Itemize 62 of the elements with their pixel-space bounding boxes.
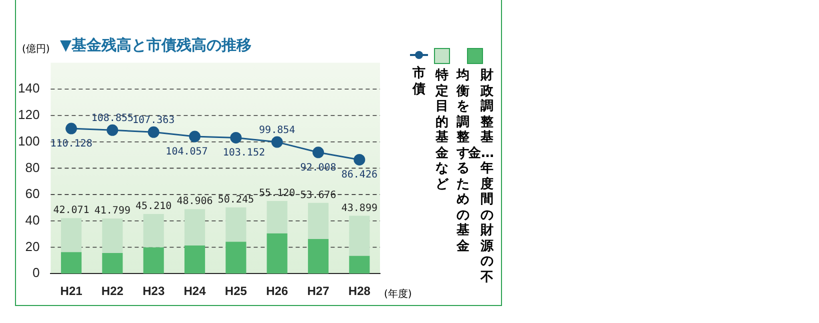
- point: [189, 130, 201, 142]
- point: [106, 124, 118, 136]
- bar: [60, 218, 82, 252]
- x-tick-label: H28: [348, 284, 371, 298]
- text: 財政調整基金…年度間の財源の不均衡を調整するための基金: [456, 68, 494, 284]
- chart-title: ▼基金残高と市債残高の推移: [60, 36, 252, 55]
- total-label: 42.071: [53, 205, 90, 216]
- data-label: 107.363: [132, 115, 175, 126]
- bar: [184, 209, 206, 246]
- total-label: 53.676: [300, 190, 336, 201]
- total-label: 48.906: [176, 196, 213, 208]
- bar: [60, 252, 82, 274]
- point: [312, 146, 324, 158]
- x-axis-title: (年度): [384, 288, 412, 301]
- y-tick-label: 120: [18, 107, 40, 122]
- y-tick-label: 20: [25, 238, 40, 254]
- x-tick-label: H27: [307, 284, 330, 298]
- data-label: 92.008: [300, 162, 336, 174]
- x-tick-label: H22: [101, 284, 124, 298]
- y-tick-label: 140: [18, 80, 40, 96]
- bar: [308, 238, 329, 274]
- point: [271, 136, 283, 148]
- x-tick-label: H23: [142, 284, 165, 298]
- bar: [143, 247, 164, 274]
- y-tick-label: 100: [18, 133, 40, 148]
- legend-label: 市債: [412, 66, 426, 97]
- bar: [226, 242, 246, 274]
- x-tick-label: H25: [224, 284, 248, 298]
- bar: [308, 202, 329, 239]
- data-label: 86.426: [341, 170, 378, 181]
- bar: [266, 200, 288, 234]
- x-tick-label: H24: [184, 284, 206, 298]
- data-label: 103.152: [222, 148, 266, 159]
- bar: [226, 207, 246, 242]
- point: [230, 132, 242, 144]
- bar: [349, 216, 370, 256]
- total-label: 41.799: [94, 206, 130, 217]
- total-label: 50.245: [218, 194, 254, 206]
- x-tick-label: H26: [266, 284, 288, 298]
- point: [148, 126, 160, 138]
- y-tick-label: 60: [25, 186, 40, 202]
- bar: [102, 253, 123, 274]
- text: 特定目的基金など: [435, 68, 449, 192]
- bar: [143, 214, 164, 248]
- total-label: 43.899: [341, 202, 378, 214]
- total-label: 45.210: [136, 201, 172, 212]
- y-tick-label: 0: [32, 265, 40, 280]
- bar: [102, 218, 123, 254]
- y-tick-label: 40: [25, 212, 40, 228]
- bar: [349, 256, 370, 274]
- data-label: 110.128: [50, 138, 92, 150]
- bar: [184, 246, 206, 274]
- data-label: 108.855: [91, 113, 134, 124]
- data-label: 104.057: [166, 146, 208, 158]
- y-tick-label: 80: [25, 160, 40, 175]
- y-axis-title: (億円): [22, 42, 50, 56]
- bar: [266, 233, 288, 274]
- data-label: 99.854: [259, 125, 296, 136]
- point: [354, 154, 366, 166]
- x-tick-label: H21: [60, 284, 83, 298]
- total-label: 55.120: [259, 188, 296, 199]
- point: [66, 122, 78, 134]
